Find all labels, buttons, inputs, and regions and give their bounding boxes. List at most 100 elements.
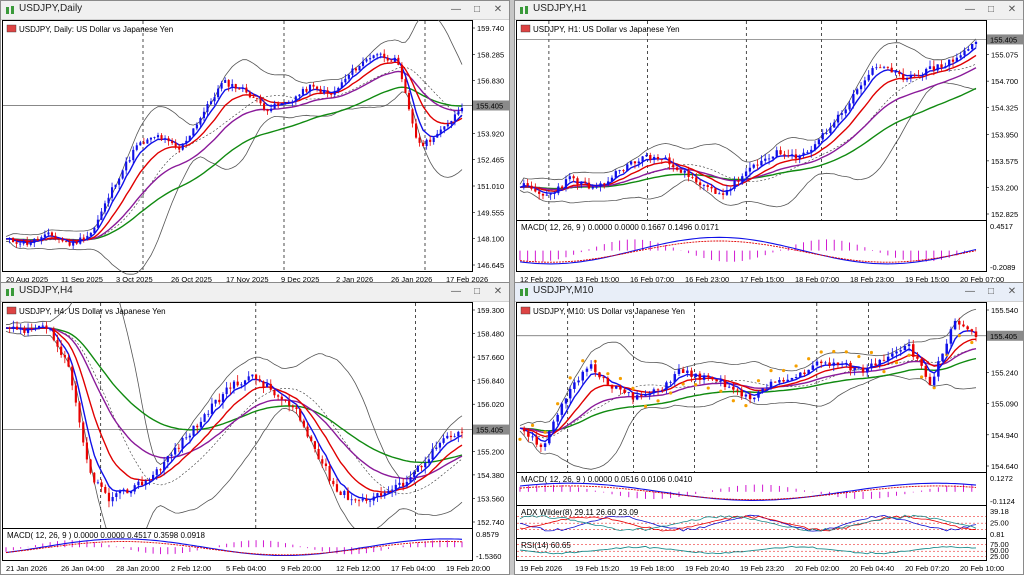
candle-body [411,109,414,124]
candle-body [859,85,863,90]
candle-body [431,448,434,460]
bollinger-upper [519,308,977,426]
candle-body [584,181,587,183]
candle-body [764,158,767,161]
close-button[interactable]: ✕ [1007,4,1017,15]
bollinger-upper [519,38,977,185]
candle-body [936,64,939,71]
candle-body [188,435,191,438]
time-tick-label: 9 Dec 2025 [281,275,319,284]
candle-body [372,55,375,59]
candle-body [258,379,261,382]
candle-body [748,167,752,172]
candle-body [702,375,706,380]
candle-body [67,357,70,367]
window-titlebar[interactable]: USDJPY,M10 — □ ✕ [515,283,1023,302]
candle-body [576,178,579,185]
candle-body [932,376,936,386]
chart-window-h4[interactable]: USDJPY,H4 — □ ✕ USDJPY, H4: US Dollar vs… [0,282,510,575]
candle-body [177,447,180,449]
candle-body [298,94,301,97]
close-button[interactable]: ✕ [1007,286,1017,297]
candle-body [323,90,326,94]
price-tick-label: 156.020 [477,400,504,409]
candle-body [148,479,151,481]
candle-body [185,140,188,144]
candle-body [748,394,752,400]
window-titlebar[interactable]: USDJPY,Daily — □ ✕ [1,1,509,20]
candle-body [849,362,852,371]
candle-body [723,380,727,387]
time-tick-label: 16 Feb 23:00 [685,275,729,284]
candle-body [790,154,794,156]
minimize-button[interactable]: — [451,4,461,15]
candle-body [350,499,353,501]
candle-body [231,84,234,87]
price-chart-h4[interactable]: USDJPY, H4: US Dollar vs Japanese Yen 159… [2,302,510,574]
chart-window-h1[interactable]: USDJPY,H1 — □ ✕ USDJPY, H1: US Dollar vs… [514,0,1024,286]
price-chart-m10[interactable]: USDJPY, M10: US Dollar vs Japanese Yen 15… [516,302,1024,574]
candle-body [386,57,389,61]
candle-body [241,87,244,89]
candle-body [295,407,298,410]
candle-body [736,389,739,391]
candle-body [133,485,136,492]
time-tick-label: 20 Feb 07:00 [960,275,1004,284]
time-tick-label: 20 Aug 2025 [6,275,48,284]
price-chart-daily[interactable]: USDJPY, Daily: US Dollar vs Japanese Yen… [2,20,510,285]
candle-body [622,170,625,172]
candle-body [110,187,114,198]
parabolic-sar-dot [794,364,798,368]
time-tick-label: 17 Feb 15:00 [740,275,784,284]
candle-body [898,71,901,75]
time-tick-label: 13 Feb 15:00 [575,275,619,284]
candle-body [74,385,77,403]
candle-body [460,108,464,112]
candle-body [958,320,961,325]
chart-window-daily[interactable]: USDJPY,Daily — □ ✕ USDJPY, Daily: US Dol… [0,0,510,286]
price-chart-h1[interactable]: USDJPY, H1: US Dollar vs Japanese Yen 155… [516,20,1024,285]
candle-body [940,64,943,68]
candle-body [594,364,597,373]
time-tick-label: 19 Feb 20:00 [446,564,490,573]
candle-body [817,139,821,145]
indicator-label: RSI(14) 60.65 [521,541,571,550]
window-titlebar[interactable]: USDJPY,H4 — □ ✕ [1,283,509,302]
candle-body [974,331,978,337]
candle-body [450,120,453,125]
maximize-button[interactable]: □ [473,286,481,297]
price-tick-label: 148.100 [477,235,504,244]
candle-body [313,441,316,449]
chart-window-m10[interactable]: USDJPY,M10 — □ ✕ USDJPY, M10: US Dollar … [514,282,1024,575]
candle-body [963,50,966,56]
window-titlebar[interactable]: USDJPY,H1 — □ ✕ [515,1,1023,20]
minimize-button[interactable]: — [965,4,975,15]
candle-body [928,66,932,69]
candle-body [372,496,375,501]
candle-body [890,67,893,73]
candle-body [324,463,328,466]
minimize-button[interactable]: — [965,286,975,297]
maximize-button[interactable]: □ [987,4,995,15]
price-tick-label: 153.920 [477,129,504,138]
candle-body [538,191,541,194]
close-button[interactable]: ✕ [493,286,503,297]
candle-body [543,443,547,447]
candle-body [602,377,605,379]
candle-body [23,328,26,333]
maximize-button[interactable]: □ [473,4,481,15]
candle-body [369,58,372,60]
candle-body [160,135,163,140]
minimize-button[interactable]: — [451,286,461,297]
candle-body [332,480,335,485]
close-button[interactable]: ✕ [493,4,503,15]
candle-body [787,155,790,157]
candle-body [15,326,19,330]
candle-body [773,381,777,383]
candle-body [442,438,445,443]
candle-body [744,394,748,397]
candle-body [435,447,438,449]
maximize-button[interactable]: □ [987,286,995,297]
parabolic-sar-dot [669,391,673,395]
price-pane [2,302,473,529]
